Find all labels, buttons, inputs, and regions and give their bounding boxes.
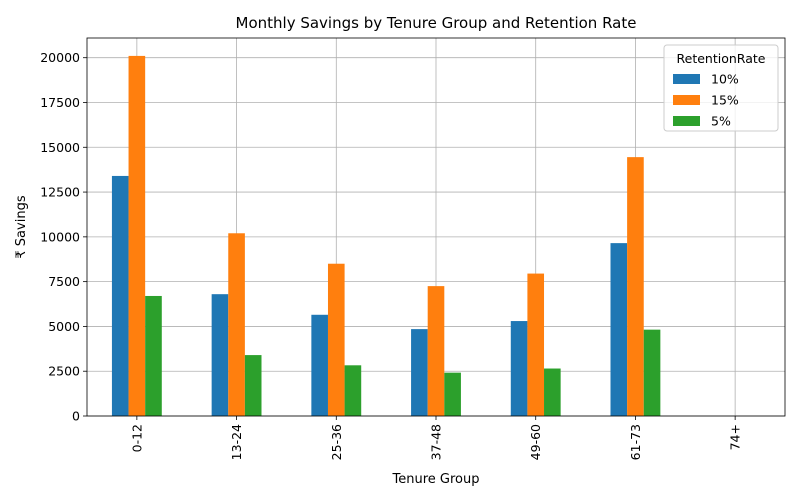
bar <box>610 243 628 416</box>
y-tick-label: 20000 <box>40 50 80 65</box>
legend-label: 10% <box>711 72 739 87</box>
y-axis: 0 2500 5000 7500 10000 12500 15000 17500 20000 <box>40 50 87 424</box>
chart-title: Monthly Savings by Tenure Group and Rete… <box>236 14 637 32</box>
bar <box>427 286 445 416</box>
bar <box>311 314 328 416</box>
y-tick-label: 17500 <box>40 95 80 110</box>
bar <box>244 355 262 416</box>
x-tick-label: 37-48 <box>429 424 444 460</box>
bar <box>444 372 461 416</box>
bar <box>228 233 245 416</box>
bar <box>527 273 545 416</box>
bar <box>111 175 129 416</box>
bar <box>411 329 428 416</box>
legend-swatch <box>673 116 700 126</box>
x-tick-label: 74+ <box>728 424 743 450</box>
x-tick-label: 25-36 <box>329 424 344 460</box>
bar <box>643 329 661 416</box>
y-tick-label: 10000 <box>40 229 80 244</box>
y-tick-label: 15000 <box>40 140 80 155</box>
x-axis: 0-12 13-24 25-36 37-48 49-60 61-73 74+ <box>129 416 743 460</box>
legend-box <box>663 44 779 132</box>
bar <box>344 365 362 416</box>
x-axis-label: Tenure Group <box>392 472 480 487</box>
legend-label: 15% <box>711 93 739 108</box>
legend-label: 5% <box>711 114 731 129</box>
bar <box>128 55 146 416</box>
y-tick-label: 5000 <box>48 319 80 334</box>
bar <box>544 368 561 416</box>
bar <box>327 263 345 416</box>
y-tick-label: 0 <box>72 409 80 424</box>
legend-swatch <box>673 74 700 84</box>
bars-group <box>111 55 661 417</box>
bar <box>211 294 229 416</box>
y-tick-label: 12500 <box>40 185 80 200</box>
x-tick-label: 49-60 <box>528 424 543 460</box>
y-tick-label: 2500 <box>48 364 80 379</box>
bar <box>627 157 644 417</box>
y-tick-label: 7500 <box>48 274 80 289</box>
x-tick-label: 61-73 <box>628 424 643 460</box>
legend: RetentionRate 10% 15% 5% <box>663 44 779 132</box>
legend-title: RetentionRate <box>677 51 766 66</box>
legend-swatch <box>673 95 700 105</box>
x-tick-label: 0-12 <box>129 424 144 452</box>
bar <box>145 295 162 416</box>
bar <box>510 321 528 416</box>
x-tick-label: 13-24 <box>229 424 244 460</box>
y-axis-label: ₹ Savings <box>14 195 29 258</box>
